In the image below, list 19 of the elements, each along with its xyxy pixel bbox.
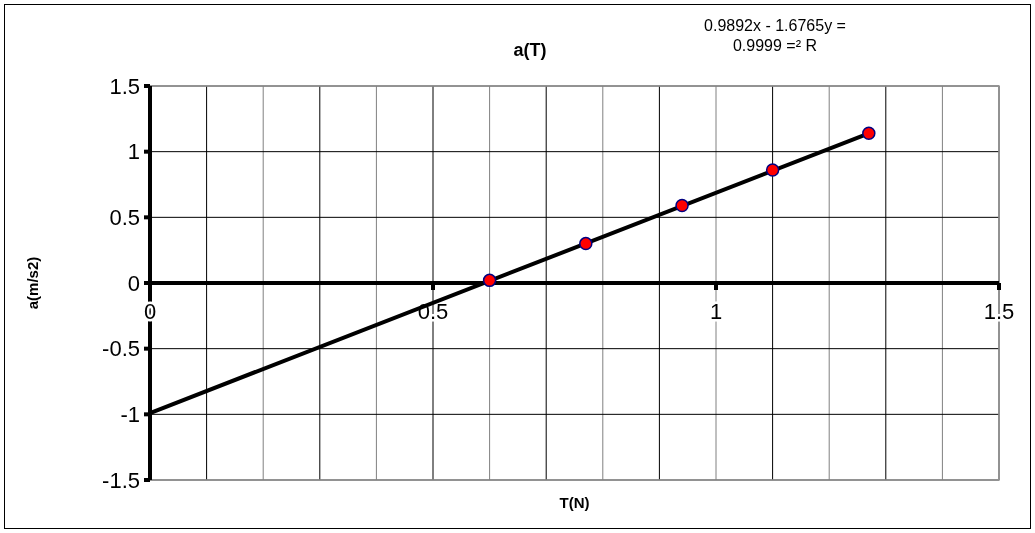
point xyxy=(862,126,876,141)
point xyxy=(765,163,780,177)
text: 0.9892x - 1.6765y = xyxy=(704,17,846,34)
point xyxy=(675,198,689,213)
text: 0.9999 =² R xyxy=(732,37,818,54)
y-tick-label: -1.5 xyxy=(102,467,140,493)
y-tick-label: -0.5 xyxy=(102,336,140,362)
point xyxy=(579,236,593,251)
chart-title: a(T) xyxy=(513,40,547,60)
y-tick-label: 1.5 xyxy=(109,73,140,99)
x-axis-title: T(N) xyxy=(559,494,590,511)
x-tick-label: 1.5 xyxy=(983,299,1015,324)
point xyxy=(482,273,497,288)
y-tick-label: 0 xyxy=(127,270,140,296)
y-tick-label: 0.5 xyxy=(109,205,140,231)
y-tick-label: -1 xyxy=(120,402,140,428)
x-tick-label: 1 xyxy=(709,299,723,324)
y-tick-label: 1 xyxy=(127,139,140,165)
y-axis-title: a(m/s2) xyxy=(24,256,41,310)
